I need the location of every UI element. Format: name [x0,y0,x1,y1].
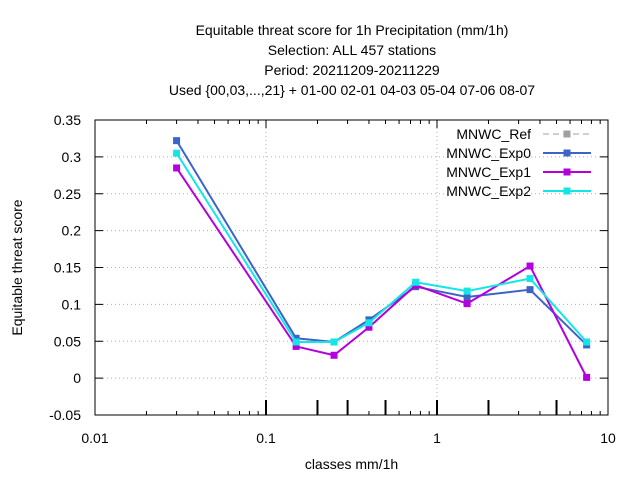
legend: MNWC_Ref MNWC_Exp0 MNWC_Exp1 MNWC_Exp2 [446,126,591,199]
data-point [526,262,534,270]
data-point [292,338,300,346]
x-tick-label: 10 [600,430,616,446]
series-mnwc-exp2 [173,149,591,346]
legend-marker [563,130,571,138]
data-point [526,286,534,294]
y-tick-label: 0 [73,370,81,386]
legend-label: MNWC_Exp2 [446,183,531,199]
x-axis-label: classes mm/1h [305,456,398,472]
y-tick-label: 0.3 [62,149,82,165]
series-line [175,152,588,343]
series-line [175,167,588,378]
legend-marker [563,187,571,195]
data-point [526,275,534,283]
x-tick-label: 1 [433,430,441,446]
y-tick-label: 0.35 [54,112,81,128]
series-layer [173,137,591,381]
title-line: Equitable threat score for 1h Precipitat… [196,22,509,38]
data-point [173,137,181,145]
data-point [412,278,420,286]
x-tick-label: 0.1 [256,430,276,446]
legend-marker [563,149,571,157]
data-point [330,351,338,359]
legend-label: MNWC_Ref [456,126,531,142]
y-axis-label: Equitable threat score [9,199,25,335]
data-point [463,287,471,295]
legend-marker [563,168,571,176]
y-tick-label: 0.25 [54,186,81,202]
data-point [330,338,338,346]
y-tick-label: 0.1 [62,296,82,312]
title-line: Period: 20211209-20211229 [264,62,440,78]
y-tick-label: 0.05 [54,333,81,349]
data-point [463,300,471,308]
data-point [173,164,181,172]
axes: -0.05 0 0.05 0.1 0.15 0.2 0.25 0.3 0.35 0.01 0.1 1 1… [49,112,616,446]
data-point [365,319,373,327]
chart-title: Equitable threat score for 1h Precipitat… [169,22,535,98]
y-tick-label: -0.05 [49,407,81,423]
data-point [463,293,471,301]
title-line: Used {00,03,...,21} + 01-00 02-01 04-03 … [169,82,535,98]
y-tick-label: 0.15 [54,260,81,276]
legend-label: MNWC_Exp1 [446,164,531,180]
title-line: Selection: ALL 457 stations [268,42,436,58]
data-point [583,373,591,381]
x-tick-label: 0.01 [81,430,108,446]
legend-label: MNWC_Exp0 [446,145,531,161]
data-point [583,338,591,346]
data-point [173,149,181,157]
y-tick-label: 0.2 [62,223,82,239]
